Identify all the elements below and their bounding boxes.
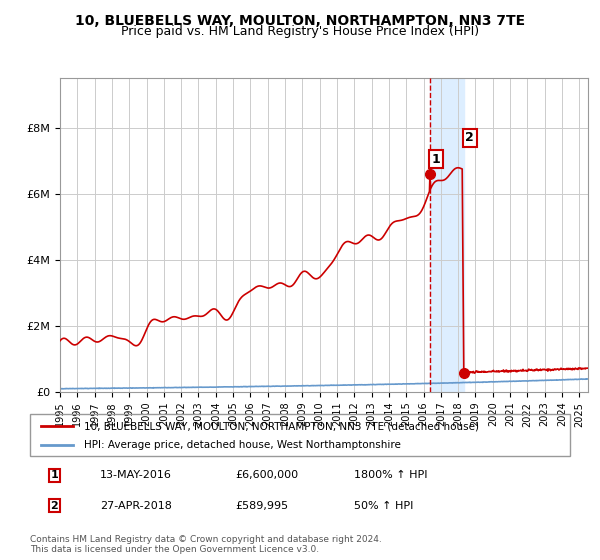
Text: 50% ↑ HPI: 50% ↑ HPI: [354, 501, 413, 511]
Text: £589,995: £589,995: [235, 501, 289, 511]
Text: 1: 1: [50, 470, 58, 480]
Text: £6,600,000: £6,600,000: [235, 470, 298, 480]
Text: Price paid vs. HM Land Registry's House Price Index (HPI): Price paid vs. HM Land Registry's House …: [121, 25, 479, 38]
Text: 27-APR-2018: 27-APR-2018: [100, 501, 172, 511]
Text: 1: 1: [431, 152, 440, 166]
Text: 13-MAY-2016: 13-MAY-2016: [100, 470, 172, 480]
Text: 1800% ↑ HPI: 1800% ↑ HPI: [354, 470, 427, 480]
Text: 10, BLUEBELLS WAY, MOULTON, NORTHAMPTON, NN3 7TE: 10, BLUEBELLS WAY, MOULTON, NORTHAMPTON,…: [75, 14, 525, 28]
Text: Contains HM Land Registry data © Crown copyright and database right 2024.
This d: Contains HM Land Registry data © Crown c…: [30, 535, 382, 554]
Bar: [430, 78, 464, 392]
Text: 10, BLUEBELLS WAY, MOULTON, NORTHAMPTON, NN3 7TE (detached house): 10, BLUEBELLS WAY, MOULTON, NORTHAMPTON,…: [84, 421, 479, 431]
Text: 2: 2: [50, 501, 58, 511]
Text: 2: 2: [466, 132, 474, 144]
Text: HPI: Average price, detached house, West Northamptonshire: HPI: Average price, detached house, West…: [84, 440, 401, 450]
